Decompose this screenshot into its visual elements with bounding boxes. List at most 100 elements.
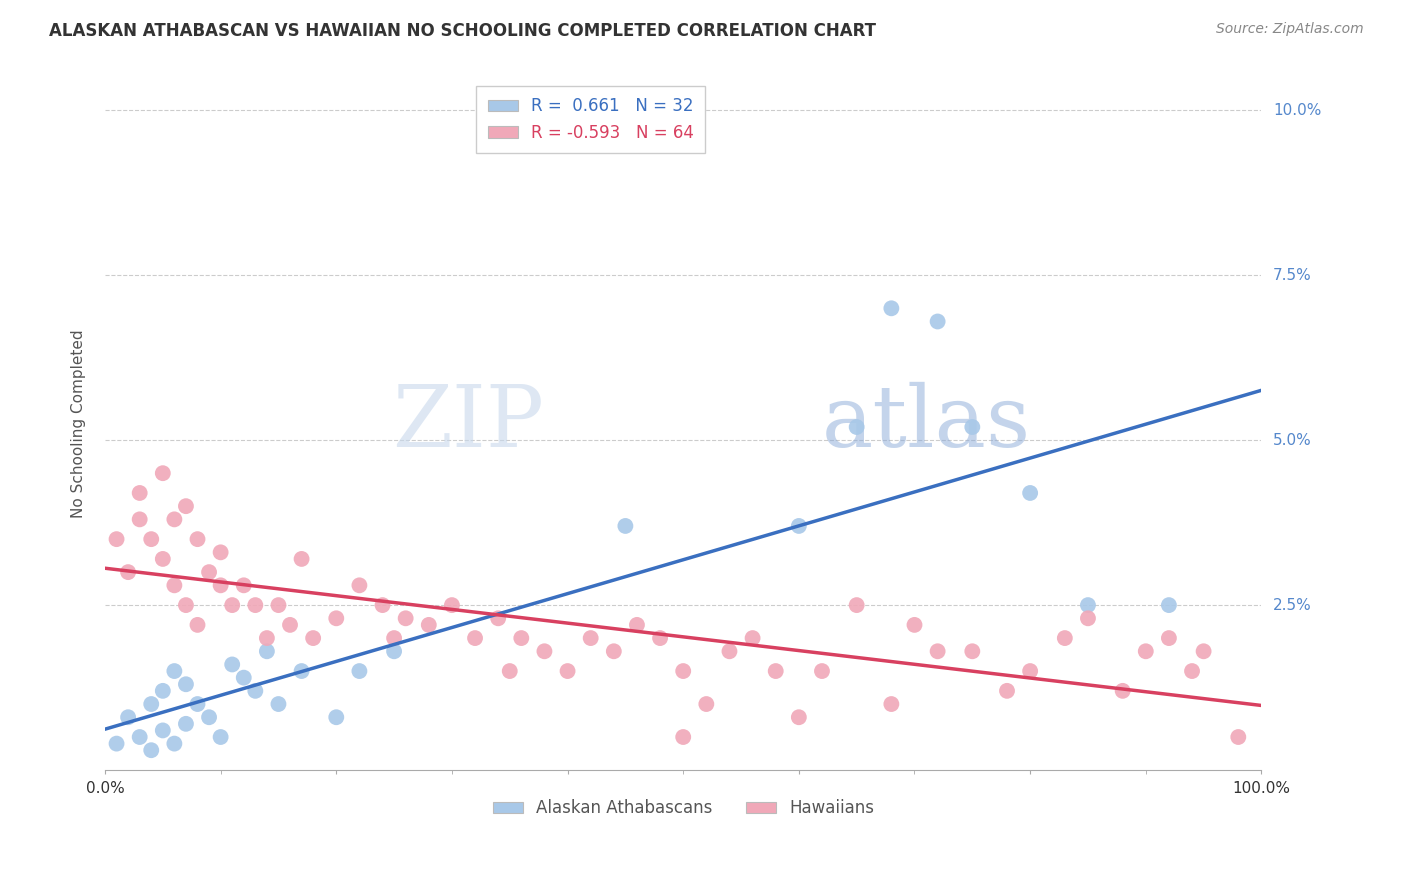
Point (105, 532, 128, 546)
Point (1077, 611, 1099, 625)
Point (510, 631, 533, 645)
Point (1157, 598, 1180, 612)
Point (198, 710, 221, 724)
Point (648, 631, 671, 645)
Point (163, 737, 186, 751)
Point (256, 631, 278, 645)
Point (152, 466, 174, 480)
Text: 5.0%: 5.0% (1272, 433, 1312, 448)
Point (209, 578, 232, 592)
Point (141, 697, 163, 711)
Text: Source: ZipAtlas.com: Source: ZipAtlas.com (1216, 22, 1364, 37)
Text: 10.0%: 10.0% (1272, 103, 1322, 118)
Text: atlas: atlas (823, 382, 1031, 466)
Point (371, 598, 394, 612)
Point (245, 683, 267, 698)
Text: 7.5%: 7.5% (1272, 268, 1312, 283)
Point (1192, 644, 1215, 658)
Point (962, 644, 984, 658)
Point (186, 532, 208, 546)
Point (903, 618, 925, 632)
Point (290, 664, 312, 678)
Point (117, 710, 139, 724)
Point (232, 671, 254, 685)
Point (290, 552, 312, 566)
Point (927, 644, 949, 658)
Point (811, 664, 834, 678)
Point (325, 611, 347, 625)
Point (765, 664, 787, 678)
Y-axis label: No Schooling Completed: No Schooling Completed (72, 329, 86, 518)
Point (880, 301, 903, 316)
Point (845, 598, 868, 612)
Point (141, 532, 163, 546)
Point (440, 598, 463, 612)
Point (672, 664, 695, 678)
Point (152, 552, 174, 566)
Point (382, 644, 405, 658)
Point (174, 677, 197, 691)
Point (128, 730, 150, 744)
Point (186, 618, 208, 632)
Point (672, 730, 695, 744)
Point (117, 565, 139, 579)
Point (880, 697, 903, 711)
Legend: Alaskan Athabascans, Hawaiians: Alaskan Athabascans, Hawaiians (486, 793, 880, 824)
Point (718, 644, 741, 658)
Point (163, 512, 186, 526)
Point (232, 578, 254, 592)
Point (221, 598, 243, 612)
Point (349, 578, 371, 592)
Point (695, 697, 717, 711)
Point (382, 631, 405, 645)
Point (198, 565, 221, 579)
Point (141, 743, 163, 757)
Point (325, 710, 347, 724)
Point (128, 512, 150, 526)
Point (579, 631, 602, 645)
Point (1157, 631, 1180, 645)
Point (349, 664, 371, 678)
Point (1227, 730, 1250, 744)
Point (256, 644, 278, 658)
Point (787, 710, 810, 724)
Point (418, 618, 440, 632)
Text: ZIP: ZIP (392, 382, 544, 466)
Point (927, 314, 949, 328)
Point (787, 519, 810, 533)
Point (1135, 644, 1157, 658)
Point (302, 631, 325, 645)
Point (267, 697, 290, 711)
Point (209, 545, 232, 559)
Point (614, 519, 637, 533)
Point (1077, 598, 1099, 612)
Point (603, 644, 626, 658)
Point (105, 737, 128, 751)
Point (267, 598, 290, 612)
Point (128, 486, 150, 500)
Point (962, 420, 984, 434)
Point (499, 664, 522, 678)
Point (1019, 664, 1042, 678)
Point (174, 499, 197, 513)
Text: ALASKAN ATHABASCAN VS HAWAIIAN NO SCHOOLING COMPLETED CORRELATION CHART: ALASKAN ATHABASCAN VS HAWAIIAN NO SCHOOL… (49, 22, 876, 40)
Point (1019, 486, 1042, 500)
Point (174, 716, 197, 731)
Point (278, 618, 301, 632)
Point (152, 683, 174, 698)
Point (221, 657, 243, 672)
Point (163, 664, 186, 678)
Point (209, 730, 232, 744)
Point (1181, 664, 1204, 678)
Point (395, 611, 418, 625)
Point (152, 723, 174, 738)
Text: 2.5%: 2.5% (1272, 598, 1312, 613)
Point (163, 578, 186, 592)
Point (486, 611, 509, 625)
Point (741, 631, 763, 645)
Point (626, 618, 648, 632)
Point (1053, 631, 1076, 645)
Point (995, 683, 1018, 698)
Point (533, 644, 555, 658)
Point (245, 598, 267, 612)
